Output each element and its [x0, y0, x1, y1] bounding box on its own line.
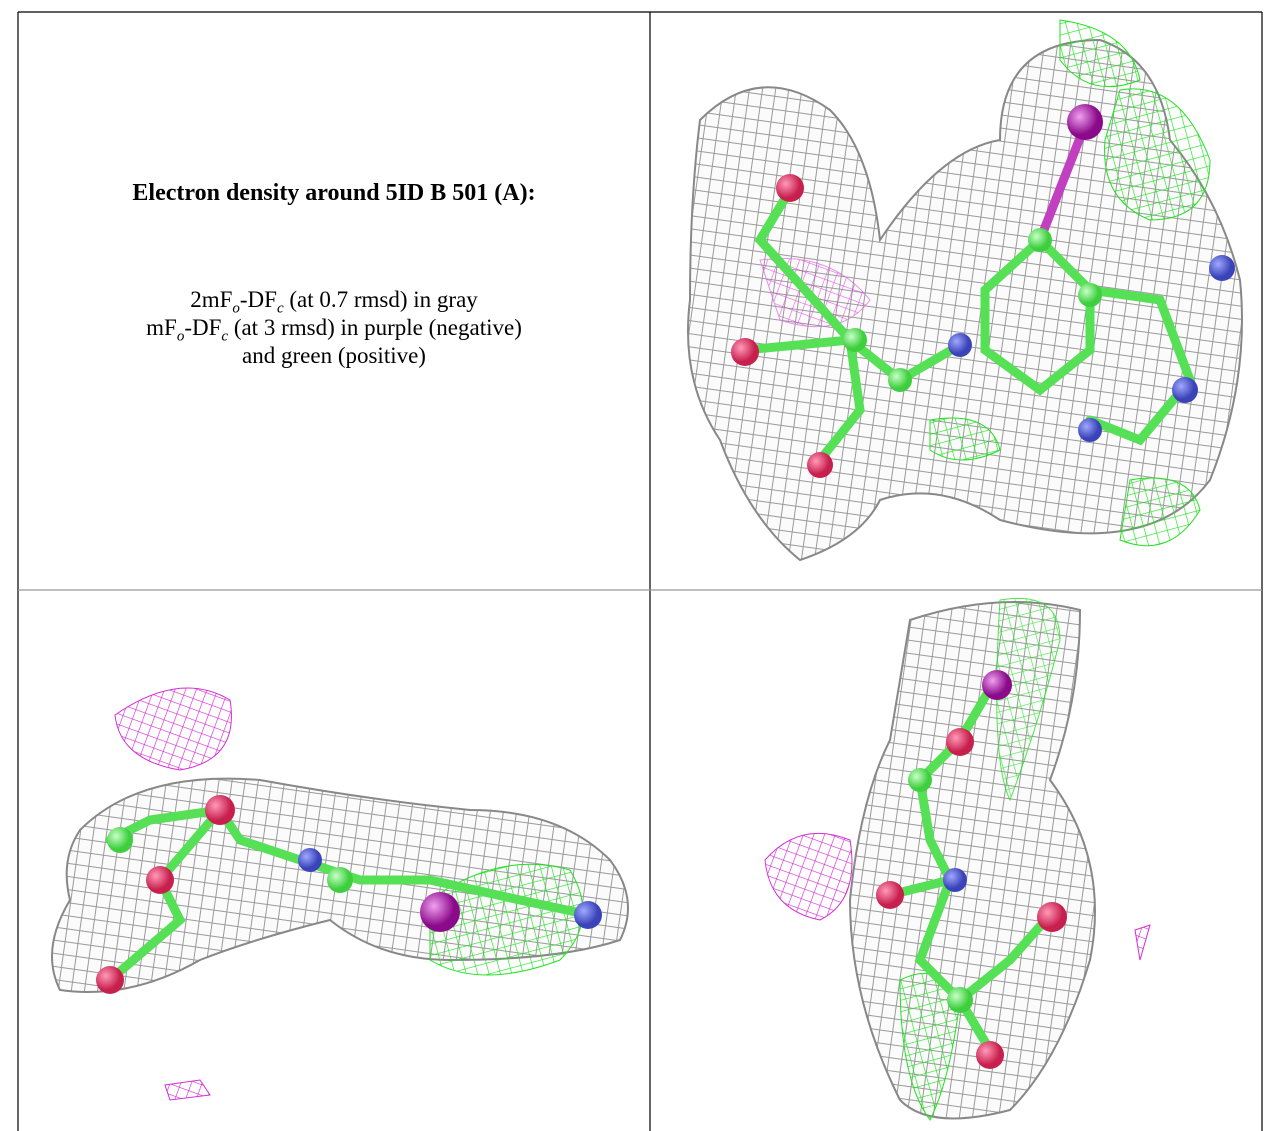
density-view-left — [52, 688, 628, 1100]
legend-text: (at 3 rmsd) in purple (negative) — [228, 315, 522, 340]
legend-line: mFo-DFc (at 3 rmsd) in purple (negative) — [20, 314, 648, 342]
legend-line: 2mFo-DFc (at 0.7 rmsd) in gray — [20, 286, 648, 314]
density-view-top — [688, 20, 1242, 560]
caption-cell: Electron density around 5ID B 501 (A): 2… — [20, 14, 648, 588]
caption-title: Electron density around 5ID B 501 (A): — [20, 180, 648, 207]
legend-text: 2mF — [190, 287, 232, 312]
density-view-right — [765, 598, 1150, 1120]
page: {"caption": {"title": "Electron density … — [0, 0, 1276, 1131]
legend-text: -DF — [240, 287, 277, 312]
legend-text: (at 0.7 rmsd) in gray — [284, 287, 478, 312]
legend-text: and green (positive) — [242, 343, 426, 368]
legend-text: -DF — [184, 315, 221, 340]
legend-line: and green (positive) — [20, 342, 648, 370]
legend-text: mF — [146, 315, 177, 340]
